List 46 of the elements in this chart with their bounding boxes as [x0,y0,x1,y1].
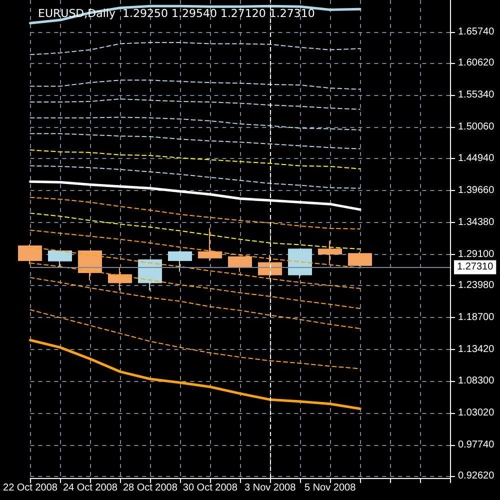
line-series [30,230,361,268]
x-tick-label: 3 Nov 2008 [244,482,296,494]
y-tick-label: 0.97740 [458,439,495,450]
x-tick-label: 24 Oct 2008 [62,482,118,494]
x-tick-label: 30 Oct 2008 [182,482,238,494]
y-tick-label: 1.08300 [458,375,495,386]
y-tick-label: 1.44940 [458,152,495,164]
y-tick-label: 1.18700 [458,312,495,324]
candlestick [138,258,162,291]
y-tick-label: 1.60620 [458,58,495,69]
line-series [30,277,361,330]
line-series [30,165,361,189]
line-series [30,42,361,56]
line-series [30,133,361,150]
line-series [30,262,361,310]
line-series [30,150,361,170]
candlestick [318,240,342,264]
x-tick-label: 28 Oct 2008 [122,482,178,494]
line-series [30,98,361,110]
y-tick-label: 0.92620 [458,470,495,482]
y-tick-label: 1.39660 [458,184,495,196]
x-tick-label: 5 Nov 2008 [304,482,356,494]
line-series [30,246,361,289]
line-series [30,212,361,250]
y-tick-label: 1.50060 [458,122,495,133]
y-tick-label: 1.34380 [458,216,495,228]
candlestick [18,244,42,265]
line-series [30,80,361,90]
y-tick-label: 1.65740 [458,26,495,38]
candlestick [48,250,72,267]
candlestick [348,251,372,268]
candlestick [168,250,192,272]
line-series [30,196,361,230]
candlestick [228,256,252,272]
x-tick-label: 22 Oct 2008 [3,482,58,494]
y-tick-label: 1.23980 [458,280,495,292]
y-tick-label: 1.55340 [458,90,495,101]
ref-line-label: 1.27310 [457,262,494,273]
y-tick-label: 1.29100 [458,248,495,260]
candlestick [108,267,132,291]
line-series [28,338,362,410]
y-tick-label: 1.13420 [458,344,495,356]
candlestick [198,228,222,262]
candlestick [288,248,312,279]
line-series [30,116,361,130]
y-tick-label: 1.03020 [458,407,495,418]
